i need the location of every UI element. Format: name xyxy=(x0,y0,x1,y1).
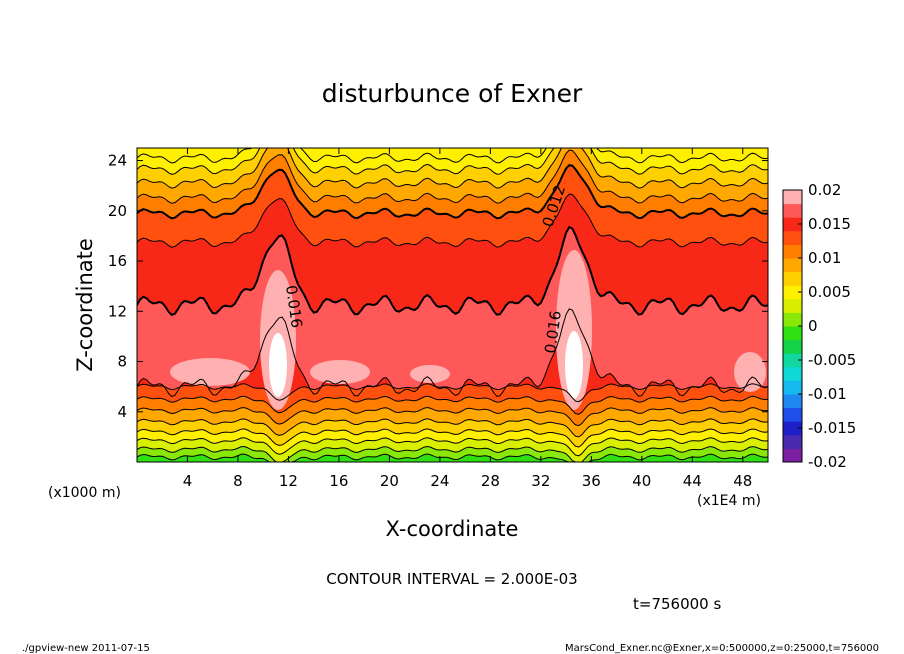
colorbar-swatch xyxy=(783,258,802,273)
contour-line-major xyxy=(137,164,768,220)
colorbar-tick-label: -0.015 xyxy=(808,419,856,437)
contour-interval-label: CONTOUR INTERVAL = 2.000E-03 xyxy=(326,570,577,588)
colorbar-swatch xyxy=(783,230,802,245)
hot-spots xyxy=(170,250,766,410)
colorbar-swatch xyxy=(783,312,802,327)
y-tick-label: 20 xyxy=(108,202,127,220)
colorbar-swatch xyxy=(783,217,802,232)
y-tick-label: 16 xyxy=(108,252,127,270)
colorbar-swatch xyxy=(783,298,802,313)
y-tick-label: 4 xyxy=(117,403,127,421)
x-tick-label: 20 xyxy=(380,472,399,490)
contour-line xyxy=(137,383,768,403)
colorbar-swatch xyxy=(783,339,802,354)
y-tick-label: 8 xyxy=(117,353,127,371)
contour-line xyxy=(137,148,768,189)
contour-line xyxy=(137,428,768,448)
contour-label-0016-right: 0.016 xyxy=(541,310,565,355)
hot-spot-band-2 xyxy=(310,360,370,384)
contour-line xyxy=(137,418,768,438)
x-tick-label: 48 xyxy=(733,472,752,490)
hot-spot-right-column xyxy=(556,250,592,410)
colorbar-tick-label: -0.01 xyxy=(808,385,847,403)
x-tick-label: 4 xyxy=(183,472,193,490)
colorbar-swatch xyxy=(783,380,802,395)
y-tick-label: 12 xyxy=(108,302,127,320)
x-tick-label: 8 xyxy=(233,472,243,490)
colorbar-swatch xyxy=(783,394,802,409)
footer-left: ./gpview-new 2011-07-15 xyxy=(22,643,150,654)
x-multiplier-label: (x1E4 m) xyxy=(697,493,761,509)
y-axis-label: Z-coordinate xyxy=(73,238,97,372)
plot-frame xyxy=(136,147,769,463)
x-tick-label: 16 xyxy=(329,472,348,490)
x-tick-label: 44 xyxy=(683,472,702,490)
colorbar-swatch xyxy=(783,190,802,205)
x-unit-label: (x1000 m) xyxy=(48,485,121,501)
colorbar-swatch xyxy=(783,203,802,218)
x-tick-label: 24 xyxy=(430,472,449,490)
colorbar-labels: 0.02 0.015 0.01 0.005 0 -0.005 -0.01 -0.015 -0.0… xyxy=(798,181,856,471)
contour-line xyxy=(137,148,768,175)
colorbar-tick-label: 0.015 xyxy=(808,215,851,233)
colorbar-tick-label: 0.02 xyxy=(808,181,841,199)
contour-line xyxy=(137,406,768,427)
colorbar-swatch xyxy=(783,434,802,449)
colorbar-swatch xyxy=(783,271,802,286)
hot-spot-left-core xyxy=(269,333,287,397)
x-tick-label: 40 xyxy=(632,472,651,490)
contour-line xyxy=(137,308,768,398)
x-tick-label: 12 xyxy=(279,472,298,490)
contour-line xyxy=(137,193,768,248)
colorbar-tick-label: -0.02 xyxy=(808,453,847,471)
contour-line xyxy=(137,148,768,164)
y-axis-ticks: 4 8 12 16 20 24 xyxy=(108,152,768,421)
time-label: t=756000 s xyxy=(633,595,721,613)
colorbar-tick-label: 0 xyxy=(808,317,818,335)
x-axis-ticks: 4 8 12 16 20 24 28 32 36 40 44 48 xyxy=(183,148,752,490)
footer-right: MarsCond_Exner.nc@Exner,x=0:500000,z=0:2… xyxy=(565,643,879,654)
x-tick-label: 28 xyxy=(481,472,500,490)
colorbar xyxy=(782,189,803,463)
colorbar-tick-label: 0.005 xyxy=(808,283,851,301)
colorbar-swatch xyxy=(783,448,802,463)
x-axis-label: X-coordinate xyxy=(386,517,519,541)
plot-area xyxy=(137,148,768,462)
contour-line-major xyxy=(137,225,768,317)
colorbar-swatch xyxy=(783,366,802,381)
chart-title: disturbunce of Exner xyxy=(322,79,583,108)
colorbar-swatch xyxy=(783,353,802,368)
colorbar-tick-label: -0.005 xyxy=(808,351,856,369)
y-tick-label: 24 xyxy=(108,152,127,170)
contour-line xyxy=(137,149,768,204)
x-tick-label: 36 xyxy=(582,472,601,490)
hot-spot-right-core xyxy=(565,331,583,399)
colorbar-swatch xyxy=(783,407,802,422)
color-band xyxy=(137,454,768,462)
hot-spot-band-1 xyxy=(170,358,250,386)
contour-lines xyxy=(137,148,768,462)
contour-line xyxy=(137,453,768,462)
colorbar-swatch xyxy=(783,244,802,259)
colorbar-tick-label: 0.01 xyxy=(808,249,841,267)
contour-label-0016-left: 0.016 xyxy=(282,284,306,329)
colorbar-swatch xyxy=(783,285,802,300)
colorbar-swatch xyxy=(783,326,802,341)
colorbar-swatch xyxy=(783,421,802,436)
contour-line xyxy=(137,437,768,457)
contour-line xyxy=(137,395,768,415)
x-tick-label: 32 xyxy=(531,472,550,490)
hot-spot-band-3 xyxy=(410,365,450,383)
contour-line xyxy=(137,445,768,462)
